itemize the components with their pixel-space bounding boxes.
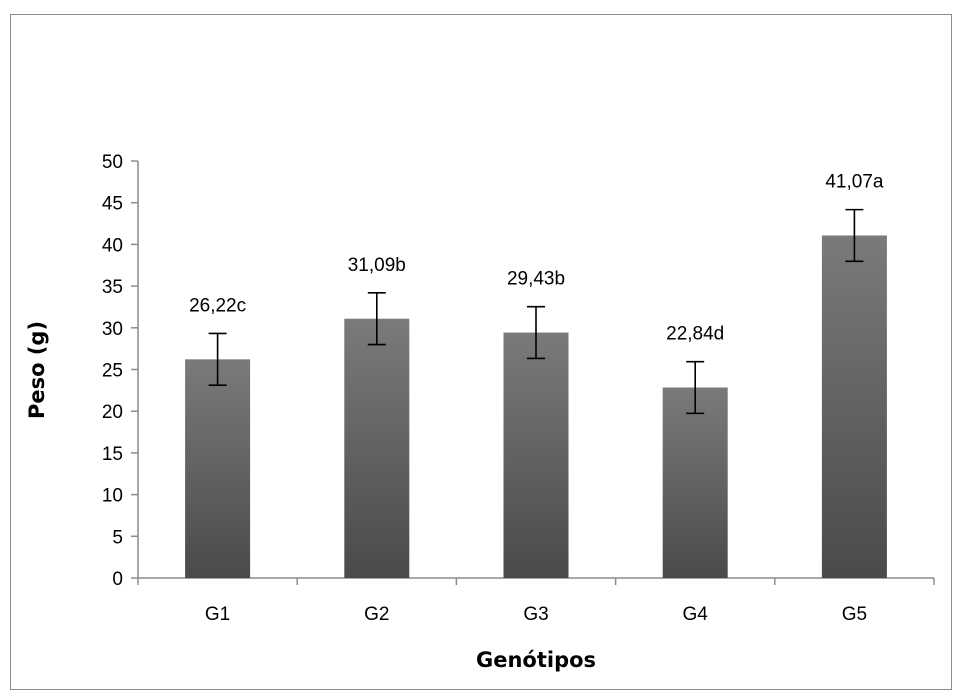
bars [185,235,887,578]
bar-g1 [185,359,251,578]
y-tick-label: 15 [102,444,123,465]
bar-g5 [821,235,887,578]
y-tick-label: 35 [102,277,123,298]
bar-g4 [662,387,728,578]
x-tick-label: G1 [205,604,230,625]
bar-g2 [344,318,410,578]
y-tick-label: 50 [102,152,123,173]
x-axis-title: Genótipos [476,648,596,672]
x-tick-label: G5 [842,604,867,625]
x-tick-label: G4 [683,604,709,625]
y-tick-label: 25 [102,361,123,382]
y-axis-title: Peso (g) [25,321,49,419]
data-label: 29,43b [507,269,565,290]
data-label: 41,07a [825,172,884,193]
x-tick-label: G2 [364,604,389,625]
x-axis: G1 G2 G3 G4 G5 [137,577,935,625]
y-tick-label: 45 [102,194,123,215]
y-tick-label: 5 [112,527,123,548]
data-label: 22,84d [666,324,724,345]
data-label: 26,22c [189,295,246,316]
y-tick-label: 30 [102,319,123,340]
y-tick-label: 10 [102,486,123,507]
y-tick-label: 40 [102,235,123,256]
bar-g3 [503,332,569,578]
y-tick-label: 20 [102,402,123,423]
x-tick-label: G3 [523,604,548,625]
y-axis: 0 5 10 15 20 25 30 35 40 45 50 [102,152,139,590]
error-bars [208,208,864,415]
data-label: 31,09b [348,255,406,276]
y-tick-label: 0 [112,569,123,590]
data-labels: 26,22c 31,09b 29,43b 22,84d 41,07a [189,172,884,345]
